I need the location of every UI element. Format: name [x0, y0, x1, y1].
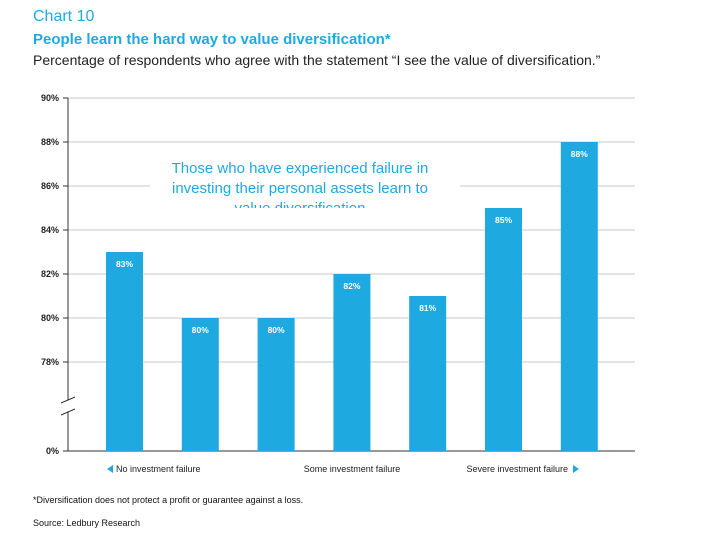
bar	[106, 252, 143, 451]
bar	[257, 318, 295, 451]
chart-number: Chart 10	[33, 8, 95, 25]
annotation-line: Those who have experienced failure in	[172, 160, 429, 177]
bar	[560, 142, 598, 451]
annotation-line: investing their personal assets learn to	[172, 180, 428, 197]
bar-data-label: 88%	[571, 149, 588, 159]
arrow-right-icon	[573, 465, 579, 473]
bar-data-label: 80%	[268, 325, 285, 335]
y-tick-label: 80%	[41, 313, 59, 323]
annotation: Those who have experienced failure in inv…	[150, 150, 460, 218]
y-tick-label: 78%	[41, 357, 59, 367]
chart-subtitle: Percentage of respondents who agree with…	[33, 52, 601, 68]
y-tick-label: 84%	[41, 225, 59, 235]
y-tick-label: 0%	[46, 446, 59, 456]
axis-break-mark	[60, 408, 76, 416]
bar	[409, 296, 447, 451]
group-label-right: Severe investment failure	[466, 464, 568, 474]
footnote: *Diversification does not protect a prof…	[33, 495, 304, 505]
y-tick-label: 90%	[41, 93, 59, 103]
annotation-box	[150, 150, 460, 212]
y-tick-label: 86%	[41, 181, 59, 191]
bar-labels: 83% 80% 80% 82% 81% 85% 88%	[116, 149, 588, 335]
y-tick-label: 82%	[41, 269, 59, 279]
bar-data-label: 81%	[419, 303, 436, 313]
y-tick-label: 88%	[41, 137, 59, 147]
group-label-middle: Some investment failure	[304, 464, 401, 474]
y-axis: 0% 78% 80% 82% 84% 86% 88% 90%	[41, 93, 76, 456]
bar-data-label: 85%	[495, 215, 512, 225]
annotation-crop	[150, 208, 460, 218]
group-label-left: No investment failure	[116, 464, 201, 474]
bar-data-label: 80%	[192, 325, 209, 335]
bar	[181, 318, 219, 451]
bar	[485, 208, 522, 451]
source-note: Source: Ledbury Research	[33, 518, 141, 528]
bar	[333, 274, 371, 451]
arrow-left-icon	[107, 465, 113, 473]
bar-data-label: 82%	[343, 281, 360, 291]
bar-data-label: 83%	[116, 259, 133, 269]
bars	[106, 142, 598, 451]
axis-break-mark	[60, 396, 76, 404]
group-labels: No investment failure Some investment fai…	[107, 464, 579, 474]
chart-title: People learn the hard way to value diver…	[33, 31, 391, 48]
